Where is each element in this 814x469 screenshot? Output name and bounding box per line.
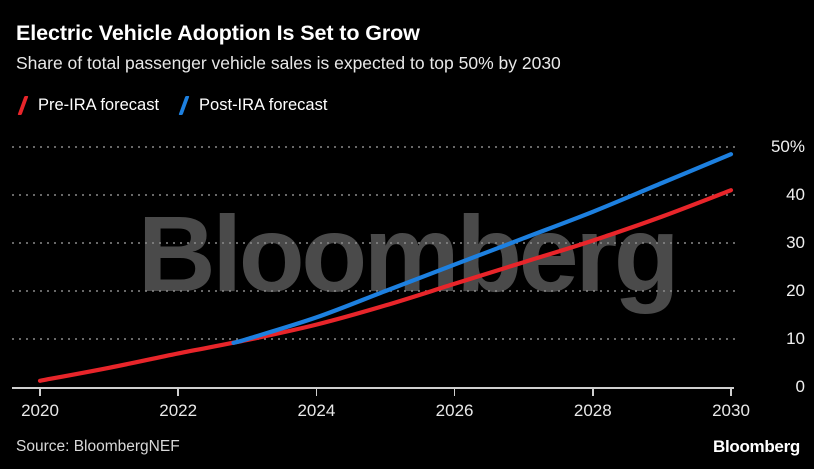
page-title: Electric Vehicle Adoption Is Set to Grow xyxy=(16,21,420,45)
source-text: Source: BloombergNEF xyxy=(16,438,180,455)
y-axis-tick-label: 40 xyxy=(786,185,805,204)
legend-label-pre-ira: Pre-IRA forecast xyxy=(38,96,160,114)
x-axis-tick-mark xyxy=(315,388,318,396)
x-axis-tick-mark xyxy=(453,388,456,396)
x-axis-tick-mark xyxy=(39,388,41,396)
x-axis-tick-label: 2026 xyxy=(435,401,474,420)
y-axis: 0 10 20 30 40 50% xyxy=(745,118,814,396)
y-axis-tick-label: 0 xyxy=(795,377,805,396)
x-axis-tick-label: 2028 xyxy=(573,401,612,420)
x-axis-tick-label: 2030 xyxy=(712,401,750,420)
bloomberg-logo: Bloomberg xyxy=(712,437,800,456)
plot-area: Bloomberg xyxy=(0,118,814,396)
x-axis: 2020 2022 2024 2026 2028 2030 xyxy=(0,387,814,427)
y-axis-tick-label: 20 xyxy=(786,281,805,300)
x-axis-tick-label: 2022 xyxy=(159,401,198,420)
slash-marker-red-icon xyxy=(16,97,30,114)
legend-item-post-ira: Post-IRA forecast xyxy=(177,96,327,115)
chart-legend: Pre-IRA forecast Post-IRA forecast xyxy=(16,96,327,115)
chart-svg xyxy=(12,146,740,383)
chart-footer: Source: BloombergNEF Bloomberg xyxy=(0,429,814,469)
y-axis-tick-label: 10 xyxy=(786,329,805,348)
chart-subtitle: Share of total passenger vehicle sales i… xyxy=(16,52,561,73)
series-line-pre-ira xyxy=(37,188,734,383)
x-axis-line xyxy=(12,387,734,389)
series-line-post-ira xyxy=(231,152,734,345)
x-axis-tick-label: 2024 xyxy=(297,401,336,420)
chart-header: Electric Vehicle Adoption Is Set to Grow… xyxy=(16,21,798,73)
legend-item-pre-ira: Pre-IRA forecast xyxy=(16,96,159,115)
x-axis-tick-label: 2020 xyxy=(21,401,59,420)
x-axis-tick-mark xyxy=(177,388,179,396)
legend-label-post-ira: Post-IRA forecast xyxy=(199,96,328,114)
y-axis-tick-label: 30 xyxy=(786,233,805,252)
y-axis-tick-label: 50% xyxy=(770,137,805,156)
x-axis-tick-mark xyxy=(730,388,732,396)
x-axis-tick-mark xyxy=(592,388,594,396)
slash-marker-blue-icon xyxy=(177,97,191,114)
